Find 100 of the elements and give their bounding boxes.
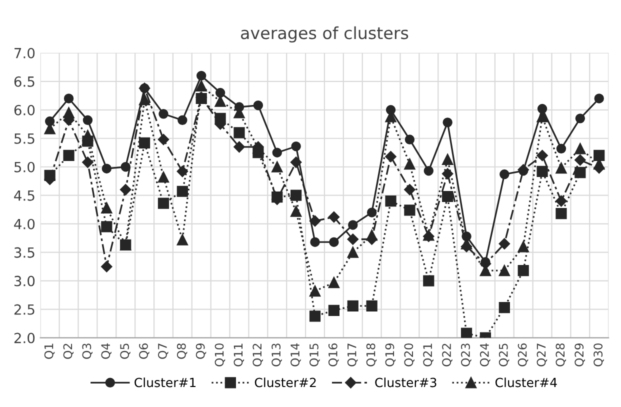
point: [347, 234, 358, 245]
point: [101, 221, 112, 232]
point: [328, 211, 340, 223]
point: [366, 208, 377, 218]
point: [556, 144, 566, 154]
point: [44, 116, 55, 126]
point: [309, 310, 321, 322]
legend-label: Cluster#4: [495, 378, 557, 388]
x-tick-label: Q2: [63, 344, 74, 359]
x-tick-label: Q9: [196, 344, 206, 359]
x-tick-label: Q27: [536, 344, 548, 366]
x-tick-label: Q10: [214, 343, 226, 366]
point: [290, 206, 302, 217]
point: [63, 150, 74, 162]
x-tick-label: Q12: [252, 344, 263, 366]
x-tick-label: Q26: [518, 343, 528, 366]
legend-label: Cluster#3: [375, 378, 436, 388]
x-tick-label: Q23: [461, 344, 472, 366]
x-tick-label: Q11: [234, 344, 244, 366]
point: [102, 164, 112, 174]
point: [196, 80, 207, 92]
point: [574, 143, 586, 154]
x-tick-label: Q29: [574, 344, 585, 366]
point: [518, 241, 529, 252]
x-tick-label: Q28: [556, 343, 566, 366]
point: [594, 150, 605, 162]
point: [101, 260, 112, 272]
point: [537, 104, 548, 114]
point: [64, 94, 74, 104]
point: [234, 141, 245, 153]
point: [574, 167, 586, 178]
x-tick-label: Q14: [290, 343, 301, 366]
y-tick-label: 3.0: [14, 276, 35, 286]
chart-title: averages of clusters: [241, 26, 408, 42]
x-tick-label: Q7: [158, 344, 168, 359]
point: [404, 158, 416, 170]
x-tick-label: Q13: [272, 344, 282, 366]
point: [138, 137, 150, 148]
x-tick-label: Q22: [442, 344, 452, 366]
point: [328, 276, 340, 288]
x-tick-label: Q20: [404, 343, 414, 366]
point: [215, 88, 226, 98]
point: [423, 275, 434, 286]
point: [291, 141, 301, 152]
x-tick-label: Q17: [347, 344, 358, 366]
point: [498, 302, 510, 314]
point: [176, 186, 188, 197]
point: [120, 184, 132, 196]
y-tick-label: 6.0: [14, 104, 35, 116]
point: [500, 169, 510, 180]
point: [347, 300, 358, 312]
y-tick-label: 3.5: [14, 247, 34, 258]
y-tick-label: 7.0: [14, 48, 35, 58]
point: [101, 202, 112, 214]
x-tick-label: Q19: [385, 344, 396, 366]
x-tick-label: Q30: [594, 343, 604, 366]
point: [272, 161, 283, 172]
point: [366, 230, 378, 241]
point: [594, 94, 604, 104]
point: [309, 215, 321, 227]
x-tick-label: Q5: [120, 344, 130, 359]
point: [536, 166, 548, 177]
point: [442, 154, 454, 166]
point: [196, 70, 206, 81]
x-tick-label: Q6: [139, 343, 150, 359]
legend-label: Cluster#1: [134, 378, 196, 388]
x-tick-label: Q3: [82, 344, 92, 359]
point: [424, 166, 434, 176]
point: [442, 168, 454, 180]
x-tick-label: Q16: [328, 343, 339, 366]
y-tick-label: 4.0: [14, 218, 35, 230]
point: [460, 328, 472, 338]
point: [347, 246, 358, 258]
point: [310, 237, 320, 247]
legend-label: Cluster#2: [254, 378, 316, 388]
point: [138, 94, 150, 106]
point: [498, 238, 510, 250]
point: [234, 127, 245, 138]
point: [556, 208, 567, 220]
point: [272, 148, 282, 158]
x-tick-label: Q21: [423, 344, 434, 366]
point: [158, 172, 170, 183]
point: [442, 190, 454, 202]
x-tick-label: Q8: [176, 343, 188, 359]
point: [404, 134, 415, 144]
y-tick-label: 2.0: [14, 332, 35, 344]
point: [556, 162, 567, 174]
point: [556, 195, 567, 207]
point: [120, 162, 130, 172]
x-tick-label: Q15: [310, 344, 320, 366]
point: [404, 204, 416, 216]
point: [82, 130, 94, 142]
point: [536, 150, 548, 162]
x-tick-label: Q1: [44, 344, 55, 359]
point: [404, 184, 416, 196]
point: [290, 190, 302, 201]
point: [158, 134, 170, 146]
point: [290, 156, 302, 168]
y-tick-label: 5.5: [14, 134, 34, 144]
y-tick-label: 6.5: [14, 76, 34, 87]
